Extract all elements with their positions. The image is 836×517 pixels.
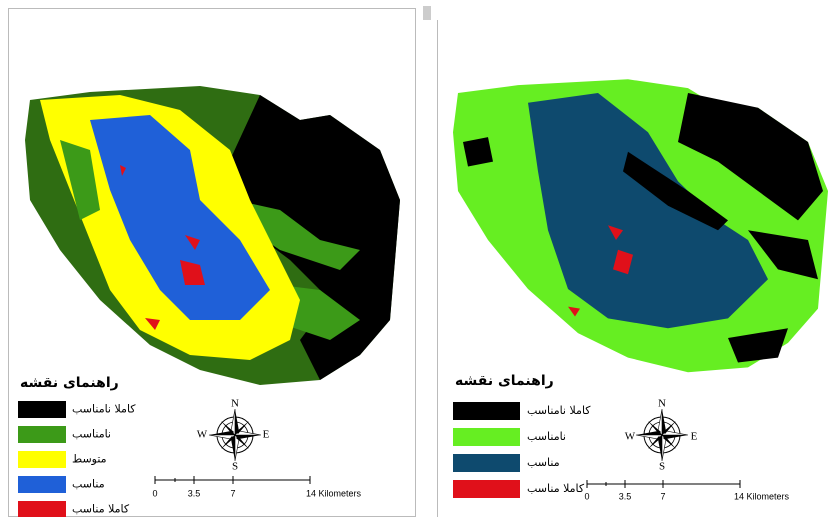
legend: کاملا نامناسب نامناسب متوسط مناسب کاملا مناس…	[18, 401, 136, 517]
legend-label: کاملا مناسب	[527, 482, 585, 495]
legend-swatch	[453, 402, 520, 420]
compass-east: E	[263, 429, 270, 441]
legend-swatch	[453, 428, 520, 446]
legend-label: مناسب	[72, 478, 105, 491]
legend-label: مناسب	[527, 456, 560, 469]
legend-swatch	[453, 480, 520, 498]
legend-swatch	[453, 454, 520, 472]
left-panel: راهنمای نقشه کاملا نامناسب نامناسب متوسط من…	[9, 9, 416, 517]
compass-east: E	[691, 431, 698, 443]
legend-label: کاملا نامناسب	[72, 403, 136, 416]
compass-south: S	[659, 461, 665, 473]
legend-title: راهنمای نقشه	[455, 373, 554, 389]
legend-swatch	[18, 401, 66, 418]
right-panel: راهنمای نقشه کاملا نامناسبنامناسبمناسبکا…	[423, 6, 828, 517]
compass-north: N	[231, 398, 239, 410]
legend-swatch	[18, 426, 66, 443]
scale-label: 7	[230, 488, 235, 498]
page: راهنمای نقشه کاملا نامناسب نامناسب متوسط من…	[0, 0, 836, 517]
scale-label: 0	[584, 491, 589, 501]
compass	[209, 409, 261, 461]
compass-west: W	[197, 429, 208, 441]
scale-bar	[155, 476, 310, 484]
compass-south: S	[232, 461, 238, 473]
legend-label: کاملا مناسب	[72, 503, 130, 516]
compass-west: W	[625, 431, 636, 443]
suitability-map	[453, 79, 828, 372]
compass-north: N	[658, 398, 666, 410]
scale-label: 3.5	[619, 491, 632, 501]
scale-label: 14 Kilometers	[734, 491, 790, 501]
panel-tab	[423, 6, 431, 20]
scale-bar	[587, 480, 740, 488]
scale-label: 3.5	[188, 488, 201, 498]
scale-label: 7	[660, 491, 665, 501]
legend-label: نامناسب	[527, 430, 566, 443]
legend-title: راهنمای نقشه	[20, 375, 119, 391]
legend-label: نامناسب	[72, 428, 111, 441]
legend-swatch	[18, 501, 66, 517]
legend-swatch	[18, 451, 66, 468]
scale-label: 14 Kilometers	[306, 488, 362, 498]
legend-label: متوسط	[72, 453, 107, 466]
suitability-map	[25, 86, 400, 385]
legend: کاملا نامناسب نامناسب مناسب کاملا مناسب	[453, 402, 591, 498]
legend-label: کاملا نامناسب	[527, 404, 591, 417]
scale-label: 0	[152, 488, 157, 498]
legend-swatch	[18, 476, 66, 493]
compass	[636, 409, 688, 461]
